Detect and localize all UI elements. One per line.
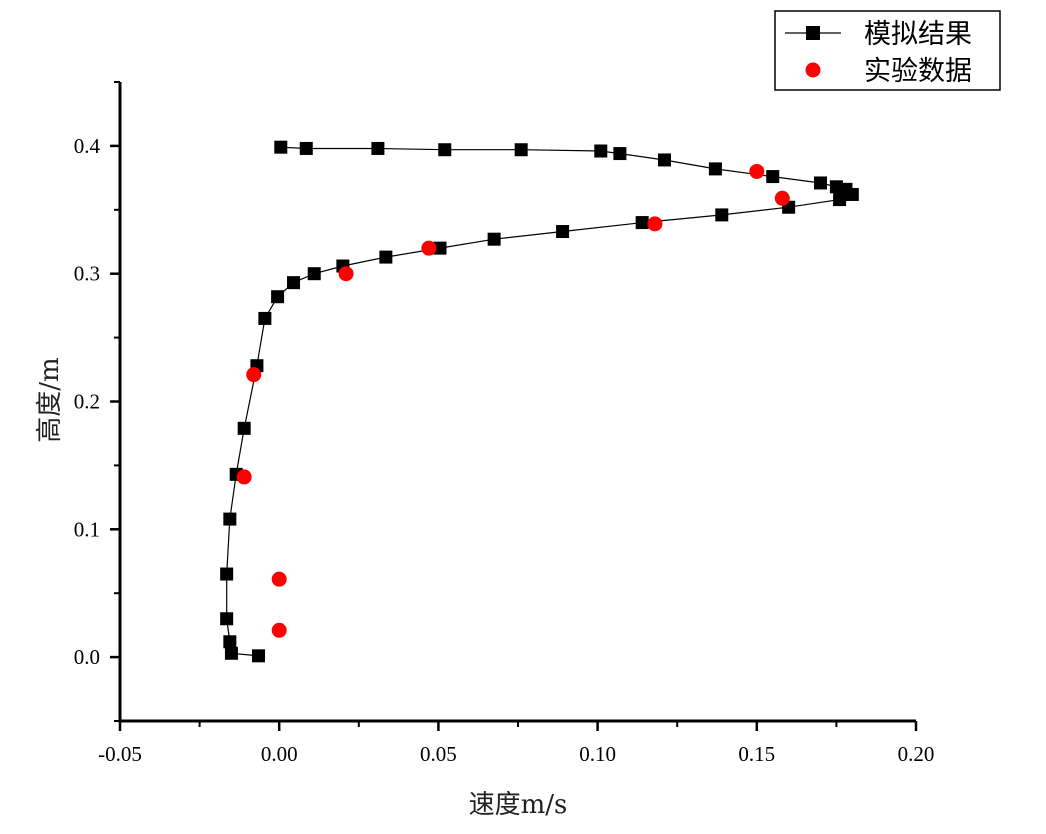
x-tick-label: 0.05	[420, 742, 457, 766]
sim-point	[438, 143, 452, 157]
legend-marker-sim	[806, 26, 820, 40]
sim-point	[371, 141, 385, 155]
axes: -0.05 0.00 0.05 0.10 0.15 0.20 0.0 0.1 0.2 0.3 0.4	[74, 81, 935, 766]
x-tick-label: 0.10	[579, 742, 616, 766]
sim-point	[708, 162, 722, 176]
y-tick-label: 0.2	[74, 390, 100, 414]
sim-point	[613, 147, 627, 161]
sim-point	[299, 141, 313, 155]
y-axis-title: 高度/m	[35, 357, 65, 442]
sim-point	[220, 567, 234, 581]
sim-point	[514, 143, 528, 157]
exp-point	[749, 163, 765, 179]
exp-point	[236, 469, 252, 485]
legend-marker-exp	[805, 62, 821, 78]
sim-point	[833, 193, 847, 207]
sim-point	[224, 646, 238, 660]
sim-point	[237, 421, 251, 435]
sim-point	[223, 512, 237, 526]
legend-label-exp: 实验数据	[864, 56, 972, 87]
x-tick-label: 0.00	[261, 742, 298, 766]
x-tick-label: -0.05	[98, 742, 142, 766]
exp-point	[246, 367, 262, 383]
sim-point	[287, 276, 301, 290]
y-tick-label: 0.3	[74, 262, 100, 286]
sim-point	[252, 649, 266, 663]
y-tick-label: 0.4	[74, 134, 101, 158]
x-tick-label: 0.20	[898, 742, 935, 766]
exp-point	[774, 190, 790, 206]
sim-point	[657, 153, 671, 167]
x-tick-label: 0.15	[738, 742, 775, 766]
sim-point	[433, 241, 447, 255]
sim-point	[220, 612, 234, 626]
y-tick-label: 0.0	[74, 645, 100, 669]
exp-point	[647, 216, 663, 232]
y-tick-label: 0.1	[74, 517, 100, 541]
sim-point	[715, 208, 729, 222]
series-line-sim	[226, 146, 854, 657]
x-axis-title: 速度m/s	[469, 790, 568, 820]
sim-point	[307, 267, 321, 281]
series-layer	[220, 140, 859, 663]
legend-label-sim: 模拟结果	[864, 19, 972, 50]
sim-point	[271, 290, 285, 304]
sim-point	[766, 170, 780, 184]
sim-point	[829, 180, 843, 194]
exp-point	[271, 622, 287, 638]
sim-point	[379, 250, 393, 264]
sim-point	[258, 311, 272, 325]
exp-point	[338, 266, 354, 282]
sim-point	[223, 635, 237, 649]
exp-point	[271, 571, 287, 587]
sim-point	[635, 216, 649, 230]
sim-point	[487, 232, 501, 246]
legend: 模拟结果 实验数据	[774, 10, 1001, 91]
sim-point	[813, 176, 827, 190]
exp-point	[421, 240, 437, 256]
sim-point	[274, 140, 288, 154]
sim-point	[556, 225, 570, 239]
sim-point	[594, 144, 608, 158]
